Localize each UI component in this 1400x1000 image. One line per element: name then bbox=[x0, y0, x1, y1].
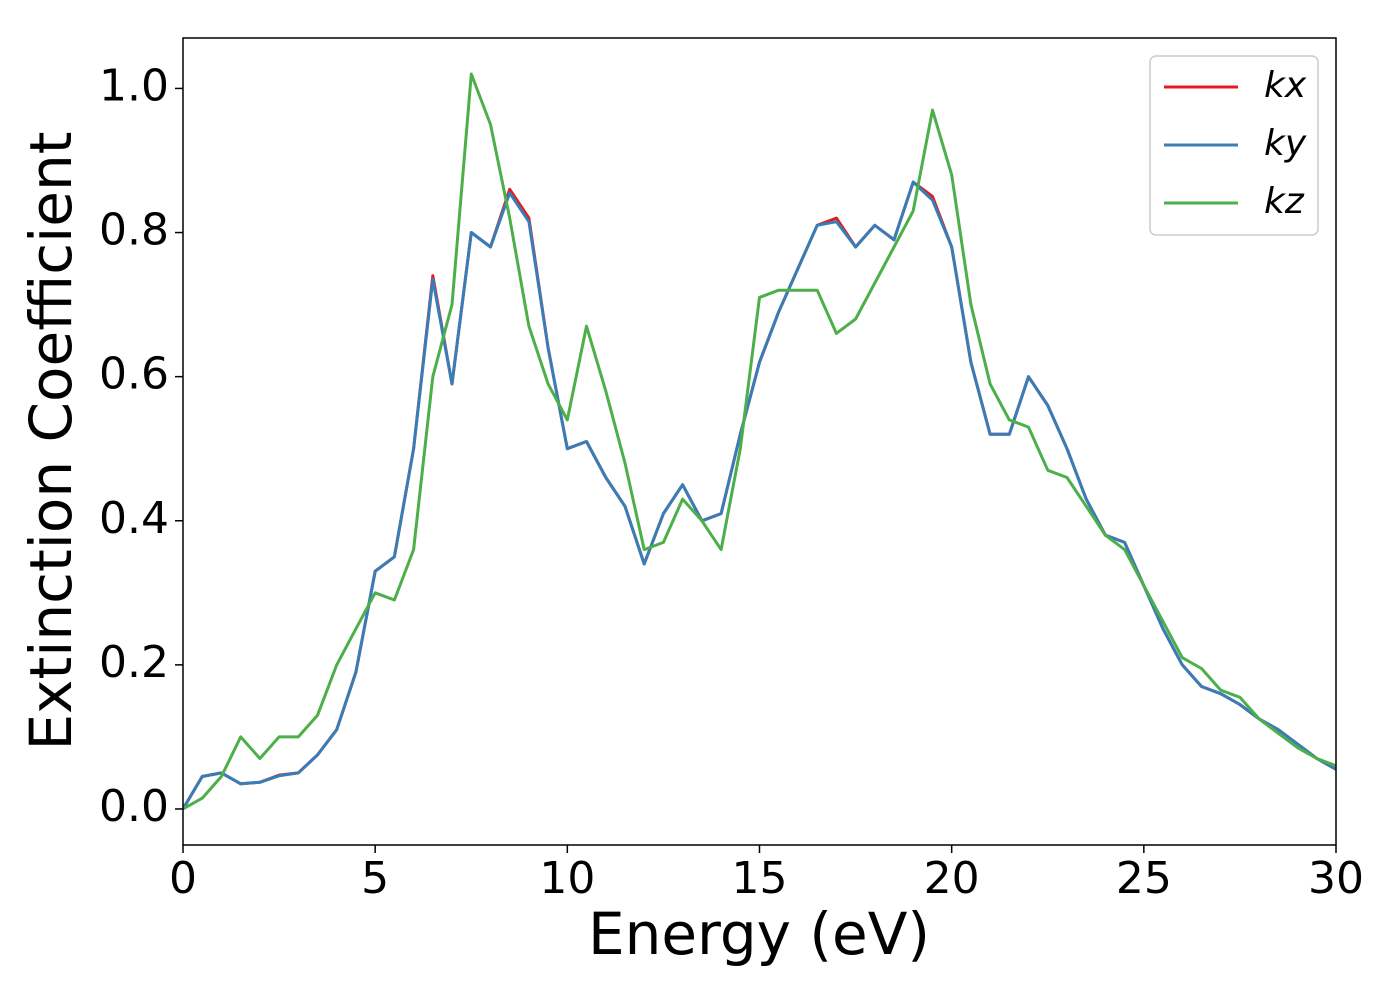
y-tick-label: 0.4 bbox=[99, 493, 169, 544]
x-tick-label: 20 bbox=[924, 853, 980, 904]
plot-frame bbox=[182, 37, 1337, 846]
y-axis-label: Extinction Coefficient bbox=[17, 132, 85, 751]
x-axis-label: Energy (eV) bbox=[588, 900, 930, 968]
y-tick-label: 0.8 bbox=[99, 205, 169, 256]
y-tick-label: 0.6 bbox=[99, 349, 169, 400]
legend-label: kz bbox=[1264, 181, 1305, 222]
y-tick-label: 0.0 bbox=[99, 781, 169, 832]
y-tick-label: 1.0 bbox=[99, 60, 169, 111]
series-line bbox=[183, 180, 1336, 810]
x-tick-label: 0 bbox=[169, 853, 197, 904]
legend-label: ky bbox=[1264, 123, 1307, 164]
legend-label: kx bbox=[1264, 65, 1307, 106]
x-tick-label: 30 bbox=[1308, 853, 1364, 904]
y-tick-label: 0.2 bbox=[99, 637, 169, 688]
x-tick-label: 10 bbox=[539, 853, 595, 904]
x-tick-label: 5 bbox=[361, 853, 389, 904]
x-tick-label: 25 bbox=[1116, 853, 1172, 904]
x-tick-label: 15 bbox=[732, 853, 788, 904]
series-line bbox=[183, 72, 1336, 811]
series-line bbox=[183, 180, 1336, 810]
